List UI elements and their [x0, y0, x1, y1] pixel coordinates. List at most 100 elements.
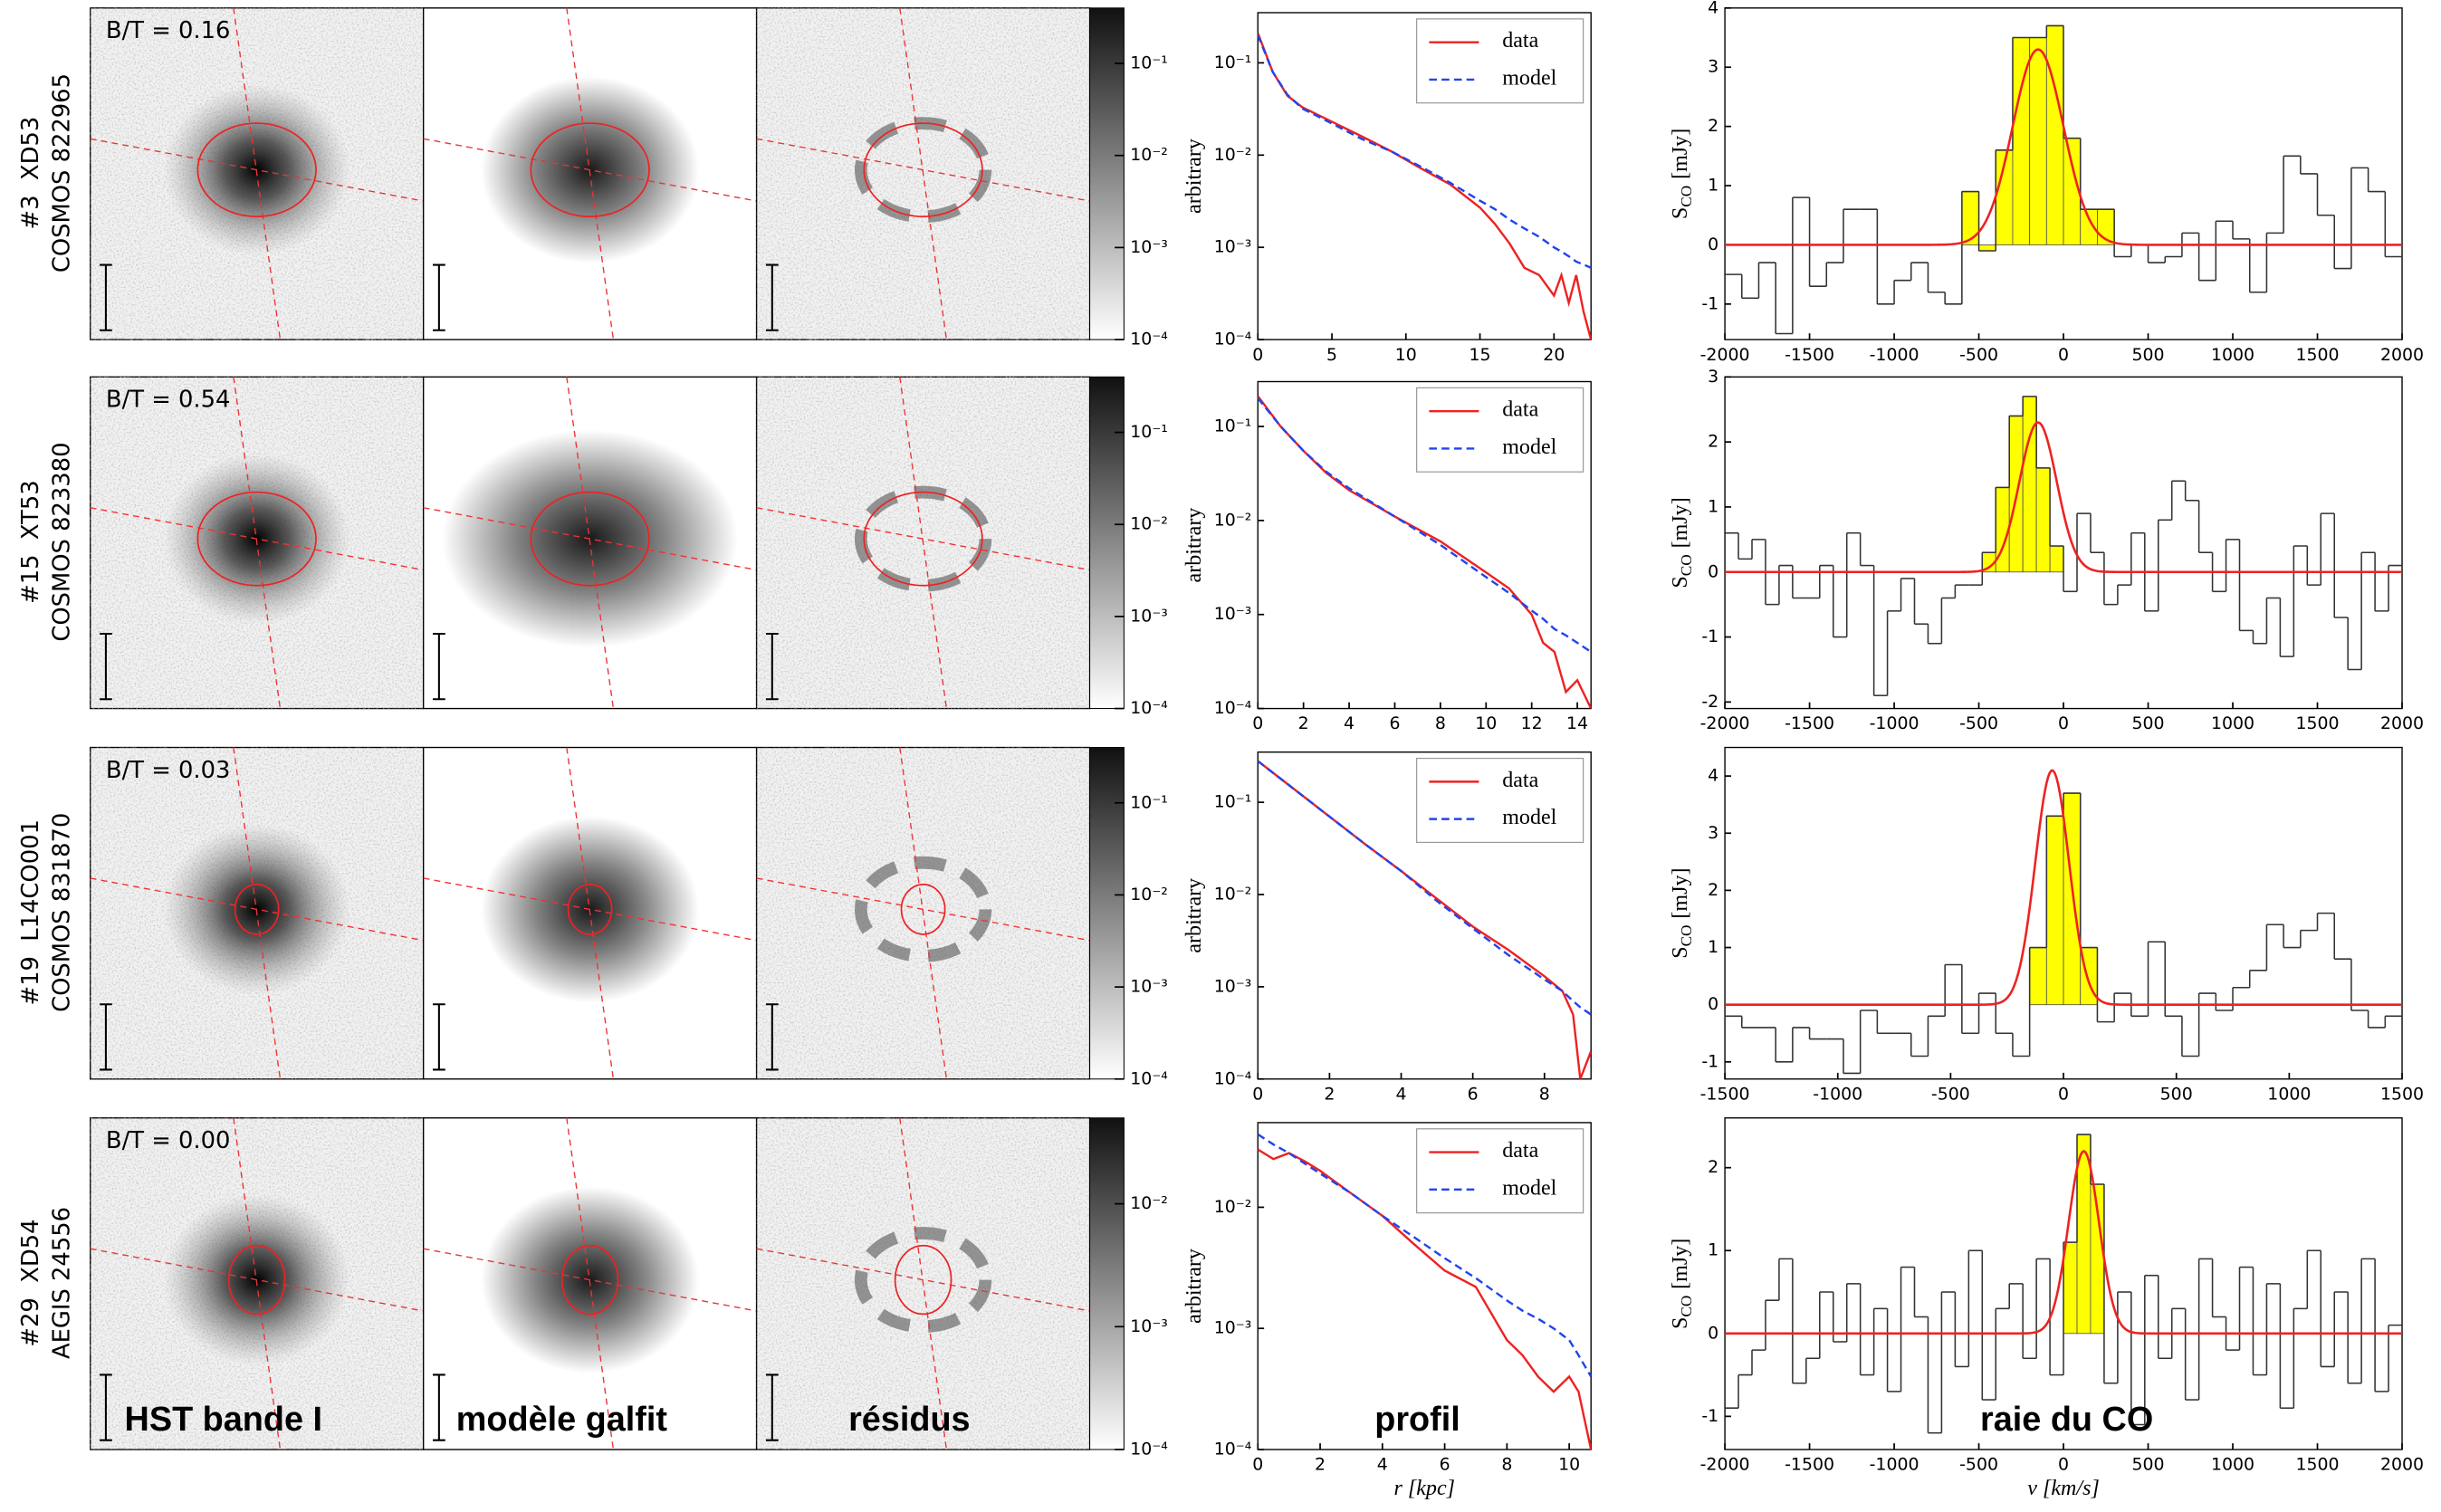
bt-ratio: B/T = 0.54	[106, 387, 231, 414]
x-tick-label: -1000	[1870, 1455, 1919, 1475]
x-tick-label: -500	[1931, 1084, 1970, 1104]
plot-frame	[1724, 376, 2403, 710]
x-tick-label: -500	[1959, 345, 1998, 365]
y-label-sub: CO	[1678, 186, 1695, 207]
axis-line	[899, 747, 948, 1079]
fit-ellipse	[530, 122, 650, 218]
row-field: COSMOS 822965	[48, 73, 75, 273]
x-tick-label: 4	[1396, 1084, 1407, 1104]
colorbar-tick-label: 10⁻⁴	[1130, 1068, 1168, 1088]
x-tick-label: 500	[2131, 713, 2164, 733]
colorbar-tick-label: 10⁻¹	[1130, 422, 1168, 442]
colorbar-tick-label: 10⁻³	[1130, 606, 1168, 626]
y-axis-label: arbitrary	[1182, 508, 1206, 583]
x-tick-label: -500	[1959, 1455, 1998, 1475]
residual	[854, 856, 992, 962]
y-tick-label: 2	[1708, 432, 1718, 452]
y-tick-label: 1	[1708, 496, 1718, 516]
colorbar	[1089, 376, 1125, 710]
x-tick-label: 20	[1543, 345, 1565, 365]
x-tick-label: 6	[1440, 1455, 1450, 1475]
fit-ellipse	[863, 491, 983, 587]
scale-bar	[765, 1003, 779, 1071]
x-tick-label: 2	[1324, 1084, 1335, 1104]
x-tick-label: 2000	[2380, 713, 2424, 733]
y-tick-label: 10⁻⁴	[1214, 1068, 1252, 1088]
scale-bar	[765, 263, 779, 331]
fit-ellipse	[196, 122, 317, 218]
y-tick-label: 10⁻⁴	[1214, 698, 1252, 718]
row-field: COSMOS 823380	[48, 442, 75, 641]
legend-label: model	[1502, 66, 1556, 90]
x-tick-label: -1000	[1870, 345, 1919, 365]
colorbar-tick-label: 10⁻⁴	[1130, 1439, 1168, 1459]
y-tick-label: 10⁻²	[1214, 885, 1252, 904]
y-label-unit: [mJy]	[1668, 868, 1691, 919]
y-tick-label: 10⁻³	[1214, 976, 1252, 996]
profile-line	[1258, 760, 1592, 1016]
highlight-bar	[2035, 467, 2051, 573]
scale-bar	[432, 1373, 445, 1441]
y-label-unit: [mJy]	[1668, 1239, 1691, 1289]
highlight-bar	[2045, 815, 2064, 1006]
bt-ratio: B/T = 0.16	[106, 17, 231, 44]
x-tick-label: 10	[1475, 713, 1497, 733]
gaussian-fit	[1725, 48, 2403, 246]
y-tick-label: -1	[1701, 293, 1718, 313]
gaussian-fit	[1725, 1149, 2403, 1335]
fit-ellipse	[196, 491, 317, 587]
panel-label: modèle galfit	[456, 1401, 668, 1439]
y-tick-label: 0	[1708, 234, 1718, 254]
x-tick-label: 0	[1252, 1084, 1263, 1104]
x-axis-label: r [kpc]	[1393, 1477, 1455, 1500]
legend-label: model	[1502, 1176, 1556, 1200]
y-axis-label: arbitrary	[1182, 878, 1206, 953]
x-tick-label: 14	[1566, 713, 1588, 733]
fit-ellipse	[894, 1244, 952, 1316]
scale-bar	[100, 1003, 112, 1071]
residual	[854, 1227, 992, 1334]
row-id: #29 XD54	[17, 1219, 44, 1346]
profile-line	[1258, 1133, 1592, 1378]
y-label-sub: CO	[1678, 554, 1695, 576]
fit-ellipse	[863, 122, 983, 218]
y-tick-label: 2	[1708, 1157, 1718, 1177]
scale-bar	[765, 1373, 779, 1441]
x-tick-label: 1000	[2211, 713, 2254, 733]
y-tick-label: 0	[1708, 994, 1718, 1014]
axis-line	[566, 7, 615, 340]
x-tick-label: 0	[1252, 1455, 1263, 1475]
colorbar-tick-label: 10⁻³	[1130, 1316, 1168, 1336]
row-field: COSMOS 831870	[48, 813, 75, 1012]
y-tick-label: 10⁻⁴	[1214, 330, 1252, 349]
x-tick-label: 500	[2131, 1455, 2164, 1475]
y-label-sub: CO	[1678, 1296, 1695, 1317]
y-tick-label: 10⁻²	[1214, 510, 1252, 530]
highlight-bar	[1978, 244, 1996, 252]
legend-label: data	[1502, 769, 1538, 792]
y-label-main: S	[1668, 1317, 1691, 1329]
axis-line	[233, 747, 282, 1079]
y-tick-label: 2	[1708, 880, 1718, 900]
y-label-unit: [mJy]	[1668, 497, 1691, 548]
y-label-main: S	[1668, 207, 1691, 219]
profile-line	[1258, 397, 1592, 654]
y-tick-label: -1	[1701, 1051, 1718, 1071]
x-tick-label: 0	[2058, 1084, 2069, 1104]
fit-ellipse	[567, 883, 613, 935]
colorbar-tick-label: 10⁻²	[1130, 145, 1168, 165]
y-axis-label: SCO [mJy]	[1668, 497, 1694, 588]
x-axis-label: v [km/s]	[2027, 1477, 2100, 1500]
x-tick-label: 4	[1377, 1455, 1388, 1475]
legend-label: model	[1502, 435, 1556, 459]
fit-ellipse	[560, 1244, 619, 1316]
x-tick-label: 500	[2131, 345, 2164, 365]
highlight-bar	[1961, 191, 1979, 245]
y-tick-label: 1	[1708, 937, 1718, 957]
y-tick-label: 10⁻³	[1214, 604, 1252, 624]
x-tick-label: 1500	[2295, 1455, 2339, 1475]
colorbar-tick-label: 10⁻⁴	[1130, 698, 1168, 718]
scale-bar	[432, 263, 445, 331]
axis-line	[566, 1117, 615, 1450]
axis-line	[899, 7, 948, 340]
